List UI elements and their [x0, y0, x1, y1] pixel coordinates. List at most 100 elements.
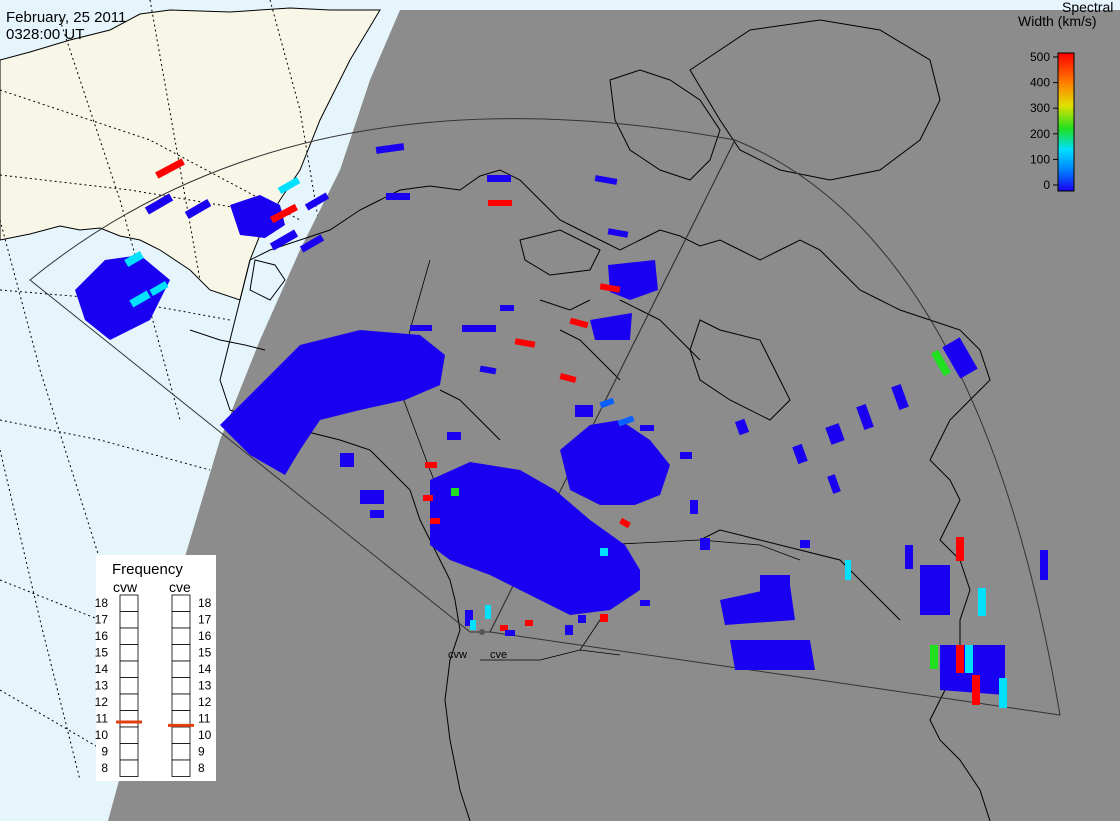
echo-cell [760, 575, 790, 595]
echo-cell [599, 283, 621, 293]
echo-cell [487, 175, 511, 182]
colorbar-tick-label: 300 [1030, 101, 1050, 115]
echo-cell [956, 645, 964, 673]
echo-cell [269, 229, 299, 251]
echo-cell [827, 474, 841, 494]
echo-cell [690, 500, 698, 514]
frequency-cell [171, 594, 191, 612]
colorbar-gradient [1057, 52, 1075, 192]
frequency-cell [119, 660, 139, 678]
echo-cell [488, 200, 512, 206]
echo-cell [423, 495, 433, 501]
echo-cell [565, 625, 573, 635]
frequency-tick-label: 8 [198, 761, 205, 775]
frequency-label-cvw: cvw [113, 579, 138, 595]
colorbar-tick-label: 100 [1030, 152, 1050, 166]
colorbar-title-2: Width (km/s) [1018, 13, 1097, 29]
frequency-cell [119, 644, 139, 662]
echo-cell [129, 290, 151, 308]
frequency-cell [119, 627, 139, 645]
frequency-cell [119, 726, 139, 744]
station-label-cve: cve [490, 649, 507, 661]
echo-cell [479, 365, 497, 375]
echo-cell [931, 349, 951, 377]
frequency-title: Frequency [112, 561, 183, 578]
echo-cell [800, 540, 810, 548]
echo-cell [619, 517, 631, 529]
colorbar-tick-label: 0 [1043, 178, 1050, 192]
echo-region [560, 420, 670, 505]
colorbar: Spectral Width (km/s) 500 400 300 200 100 0 [1018, 0, 1113, 192]
echo-cell [617, 415, 635, 427]
frequency-cell [119, 710, 139, 728]
frequency-tick-label: 18 [198, 596, 212, 610]
echo-cell [575, 405, 593, 417]
frequency-tick-label: 15 [95, 646, 109, 660]
echo-region [430, 462, 640, 615]
frequency-tick-label: 15 [198, 646, 212, 660]
echo-cell [375, 143, 405, 154]
echo-cell [525, 620, 533, 626]
frequency-tick-label: 12 [198, 695, 212, 709]
frequency-cell [171, 660, 191, 678]
frequency-panel-bg [96, 555, 216, 781]
echo-cell [386, 193, 410, 200]
echo-cell [680, 452, 692, 459]
echo-cell [184, 199, 212, 219]
echo-cell [447, 432, 461, 440]
echo-cell [845, 560, 851, 580]
echo-cell [825, 423, 845, 445]
coastlines [189, 19, 991, 822]
echo-cell [149, 280, 169, 297]
echo-cell [1040, 550, 1048, 580]
frequency-cell [171, 677, 191, 695]
echo-cell [430, 518, 440, 524]
echo-cell [891, 384, 909, 410]
date-label: February, 25 2011 [6, 9, 126, 26]
colorbar-tick-label: 200 [1030, 127, 1050, 141]
station-dot [479, 629, 485, 635]
echo-cell [155, 158, 185, 179]
echo-cell [905, 545, 913, 569]
frequency-cell [119, 743, 139, 761]
echo-cell [700, 538, 710, 550]
frequency-tick-label: 18 [95, 596, 109, 610]
night-shade [108, 10, 1120, 821]
echo-cell [505, 630, 515, 636]
frequency-tick-label: 17 [198, 613, 212, 627]
cvw-fov [29, 118, 736, 633]
colorbar-tick-label: 400 [1030, 76, 1050, 90]
station-markers: cvw cve [448, 629, 507, 661]
echo-region [220, 330, 445, 475]
echo-cell [360, 490, 384, 504]
echo-cell [999, 678, 1007, 708]
echo-region [730, 640, 815, 670]
echo-cell [124, 251, 144, 267]
frequency-tick-label: 14 [198, 662, 212, 676]
echo-region [920, 565, 950, 615]
echo-cell [514, 338, 536, 348]
frequency-cell [171, 611, 191, 629]
frequency-tick-label: 16 [95, 629, 109, 643]
frequency-cell [171, 693, 191, 711]
frequency-panel: Frequency cvw cve 18 18 17 17 16 16 15 15 14 14 13… [95, 555, 216, 781]
echo-cell [340, 453, 354, 467]
echo-region [75, 255, 170, 340]
echo-cell [978, 588, 986, 616]
frequency-tick-label: 13 [95, 679, 109, 693]
echo-cell [607, 228, 629, 238]
frequency-tick-label: 16 [198, 629, 212, 643]
echo-cell [600, 548, 608, 556]
colorbar-title-1: Spectral [1062, 0, 1113, 15]
cve-fov [489, 139, 1061, 716]
echo-cell [856, 404, 874, 430]
echo-cell [734, 418, 750, 436]
frequency-tick-label: 13 [198, 679, 212, 693]
echo-region [590, 313, 632, 340]
frequency-cell [171, 644, 191, 662]
echo-cell [792, 443, 808, 465]
echo-cell [465, 610, 473, 626]
echo-cell [277, 176, 301, 195]
